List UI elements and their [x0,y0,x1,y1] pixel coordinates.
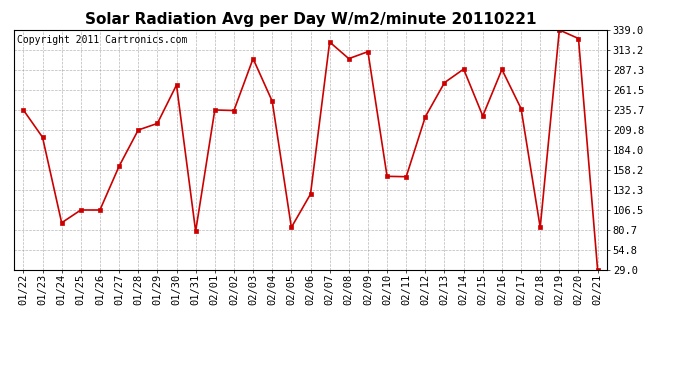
Title: Solar Radiation Avg per Day W/m2/minute 20110221: Solar Radiation Avg per Day W/m2/minute … [85,12,536,27]
Text: Copyright 2011 Cartronics.com: Copyright 2011 Cartronics.com [17,35,187,45]
